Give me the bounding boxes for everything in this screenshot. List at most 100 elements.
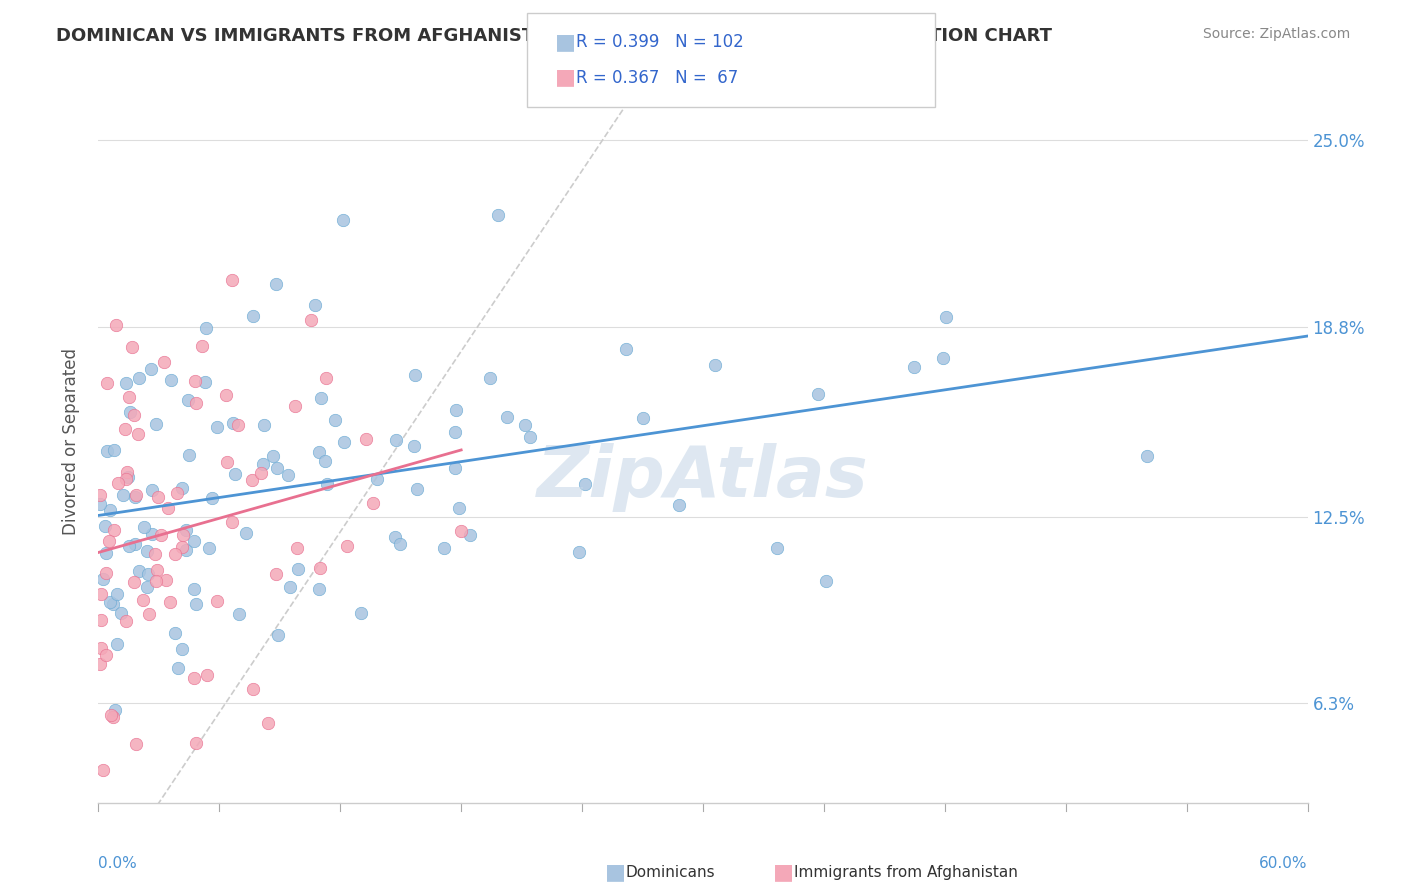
Point — [124, 490, 146, 504]
Point — [94, 648, 117, 663]
Point — [124, 575, 146, 590]
Point — [89, 497, 111, 511]
Point — [98, 595, 121, 609]
Point — [115, 614, 138, 628]
Point — [221, 273, 243, 287]
Point — [136, 580, 159, 594]
Point — [184, 597, 207, 611]
Point — [183, 672, 205, 686]
Point — [614, 342, 637, 356]
Y-axis label: Divorced or Separated: Divorced or Separated — [62, 348, 80, 535]
Point — [253, 417, 276, 432]
Point — [704, 358, 727, 372]
Point — [404, 439, 426, 453]
Point — [170, 642, 193, 657]
Point — [308, 582, 330, 596]
Text: 0.0%: 0.0% — [98, 856, 138, 871]
Point — [267, 628, 290, 642]
Text: ■: ■ — [773, 863, 794, 882]
Point — [194, 376, 217, 390]
Point — [145, 574, 167, 588]
Point — [145, 417, 167, 432]
Point — [170, 481, 193, 495]
Point — [160, 373, 183, 387]
Point — [404, 368, 426, 383]
Point — [433, 541, 456, 556]
Point — [183, 582, 205, 597]
Point — [195, 668, 218, 682]
Point — [515, 418, 537, 433]
Point — [309, 561, 332, 575]
Point — [256, 716, 278, 731]
Point — [163, 625, 186, 640]
Point — [155, 573, 177, 587]
Point — [903, 360, 925, 375]
Point — [177, 448, 200, 462]
Point — [333, 434, 356, 449]
Point — [205, 593, 228, 607]
Point — [103, 710, 125, 724]
Point — [166, 485, 188, 500]
Point — [264, 277, 287, 291]
Point — [631, 411, 654, 425]
Point — [285, 541, 308, 555]
Point — [335, 540, 357, 554]
Point — [287, 562, 309, 576]
Point — [153, 355, 176, 369]
Point — [250, 466, 273, 480]
Point — [304, 298, 326, 312]
Point — [315, 371, 337, 385]
Point — [444, 403, 467, 417]
Point — [125, 488, 148, 502]
Point — [167, 661, 190, 675]
Point — [266, 460, 288, 475]
Point — [132, 520, 155, 534]
Point — [141, 362, 163, 376]
Point — [177, 392, 200, 407]
Point — [89, 657, 111, 672]
Text: R = 0.367   N =  67: R = 0.367 N = 67 — [576, 69, 738, 87]
Point — [91, 763, 114, 777]
Point — [183, 534, 205, 549]
Point — [96, 376, 118, 390]
Text: ZipAtlas: ZipAtlas — [537, 443, 869, 512]
Point — [354, 432, 377, 446]
Point — [323, 413, 346, 427]
Point — [121, 340, 143, 354]
Point — [350, 607, 373, 621]
Point — [100, 707, 122, 722]
Point — [89, 488, 111, 502]
Point — [146, 563, 169, 577]
Point — [103, 442, 125, 457]
Point — [146, 491, 169, 505]
Point — [384, 530, 406, 544]
Point — [450, 524, 472, 538]
Point — [444, 461, 467, 475]
Point — [486, 208, 509, 222]
Point — [197, 541, 219, 555]
Point — [104, 318, 127, 332]
Point — [150, 528, 173, 542]
Point — [127, 426, 149, 441]
Point — [207, 420, 229, 434]
Point — [141, 483, 163, 497]
Point — [519, 430, 541, 444]
Point — [128, 564, 150, 578]
Point — [93, 572, 115, 586]
Point — [444, 425, 467, 440]
Point — [172, 528, 194, 542]
Point — [935, 310, 957, 325]
Point — [242, 681, 264, 696]
Point — [460, 528, 482, 542]
Point — [115, 465, 138, 479]
Point — [165, 547, 187, 561]
Point — [103, 524, 125, 538]
Point — [226, 418, 249, 433]
Point — [94, 546, 117, 560]
Point — [221, 515, 243, 529]
Point — [183, 374, 205, 388]
Point — [118, 539, 141, 553]
Text: Source: ZipAtlas.com: Source: ZipAtlas.com — [1202, 27, 1350, 41]
Point — [366, 472, 388, 486]
Point — [361, 496, 384, 510]
